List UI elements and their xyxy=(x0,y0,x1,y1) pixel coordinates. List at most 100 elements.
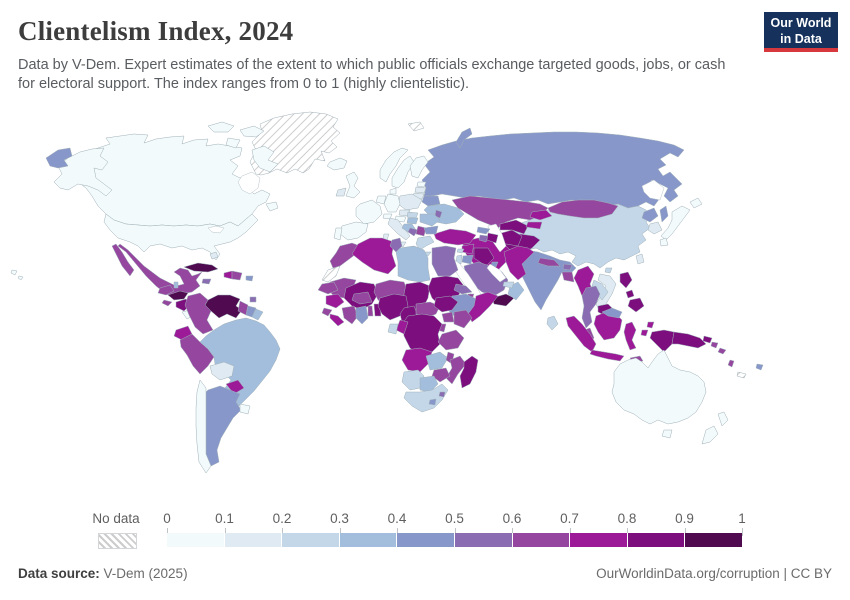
country-malaysia-borneo[interactable] xyxy=(601,307,623,319)
country-norway[interactable] xyxy=(379,147,409,183)
legend-bin-1[interactable] xyxy=(224,533,283,547)
country-zambia[interactable] xyxy=(425,351,449,371)
country-japan-honshu[interactable] xyxy=(660,205,691,241)
country-slovakia[interactable] xyxy=(406,211,419,219)
country-new-caledonia[interactable] xyxy=(736,371,747,379)
country-papua-new-guinea[interactable] xyxy=(671,331,707,349)
country-india[interactable] xyxy=(511,249,577,311)
country-belarus[interactable] xyxy=(421,195,441,207)
country-western-sahara[interactable] xyxy=(321,265,341,283)
country-libya[interactable] xyxy=(395,245,431,283)
legend-bin-8[interactable] xyxy=(627,533,686,547)
country-finland[interactable] xyxy=(409,155,429,179)
country-canada-baffin[interactable] xyxy=(251,145,279,173)
country-solomon-islands2[interactable] xyxy=(717,347,727,355)
country-russia-sakhalin[interactable] xyxy=(659,205,669,223)
country-solomon-islands[interactable] xyxy=(710,341,719,349)
country-iceland[interactable] xyxy=(326,157,348,171)
country-tajikistan[interactable] xyxy=(525,221,543,230)
country-laos[interactable] xyxy=(591,279,609,301)
country-germany[interactable] xyxy=(383,193,401,213)
country-kyrgyzstan[interactable] xyxy=(529,209,553,221)
country-azerbaijan[interactable] xyxy=(486,232,499,244)
country-georgia[interactable] xyxy=(476,226,491,235)
country-bosnia[interactable] xyxy=(407,227,419,237)
country-benelux[interactable] xyxy=(375,195,387,205)
country-portugal[interactable] xyxy=(333,227,343,241)
country-zimbabwe[interactable] xyxy=(431,367,451,383)
country-canada-arctic1[interactable] xyxy=(207,121,235,133)
country-eritrea[interactable] xyxy=(453,283,473,295)
country-senegal[interactable] xyxy=(317,281,339,295)
country-mongolia[interactable] xyxy=(547,199,619,219)
legend-bin-6[interactable] xyxy=(512,533,571,547)
country-hungary[interactable] xyxy=(406,217,419,225)
country-serbia[interactable] xyxy=(415,225,427,237)
country-indonesia-java[interactable] xyxy=(589,349,625,362)
country-eswatini[interactable] xyxy=(438,391,446,398)
country-canada-arctic3[interactable] xyxy=(225,137,241,149)
country-svalbard[interactable] xyxy=(407,121,425,132)
legend-bin-4[interactable] xyxy=(397,533,455,547)
country-pakistan[interactable] xyxy=(503,245,535,281)
country-france[interactable] xyxy=(355,199,383,225)
country-thailand[interactable] xyxy=(581,285,601,329)
country-denmark[interactable] xyxy=(389,187,397,195)
country-nepal[interactable] xyxy=(537,257,561,267)
country-indonesia-maluku[interactable] xyxy=(640,329,649,337)
country-indonesia-sumatra[interactable] xyxy=(565,315,597,353)
country-el-salvador[interactable] xyxy=(161,299,173,307)
country-new-zealand-north[interactable] xyxy=(717,411,729,427)
country-uruguay[interactable] xyxy=(239,403,251,415)
legend-bin-9[interactable] xyxy=(685,533,742,547)
country-bulgaria[interactable] xyxy=(423,225,439,235)
country-tanzania[interactable] xyxy=(437,329,465,351)
country-fiji[interactable] xyxy=(755,363,764,371)
country-philippines-luzon[interactable] xyxy=(619,271,633,289)
country-usa[interactable] xyxy=(103,213,259,261)
country-bahamas[interactable] xyxy=(209,251,219,260)
country-latvia[interactable] xyxy=(414,186,427,194)
country-taiwan[interactable] xyxy=(635,253,645,265)
country-greenland[interactable] xyxy=(249,111,341,176)
country-togo[interactable] xyxy=(367,305,374,317)
country-canada-newfoundland[interactable] xyxy=(265,201,279,212)
country-ghana[interactable] xyxy=(355,305,369,325)
country-haiti[interactable] xyxy=(223,270,233,280)
country-mozambique[interactable] xyxy=(445,355,467,385)
country-morocco[interactable] xyxy=(329,242,361,269)
legend-bin-7[interactable] xyxy=(570,533,628,547)
country-sri-lanka[interactable] xyxy=(546,315,559,331)
country-armenia[interactable] xyxy=(478,234,489,243)
country-gabon[interactable] xyxy=(387,323,399,335)
country-philippines-visayas[interactable] xyxy=(625,289,635,299)
country-vanuatu[interactable] xyxy=(727,359,735,368)
legend-bin-0[interactable] xyxy=(167,533,225,547)
credit-link[interactable]: OurWorldinData.org/corruption | CC BY xyxy=(596,566,832,581)
country-iraq[interactable] xyxy=(473,247,495,267)
country-south-korea[interactable] xyxy=(647,221,663,235)
country-ivory-coast[interactable] xyxy=(341,305,359,325)
country-south-sudan[interactable] xyxy=(433,295,459,313)
country-sierra-leone[interactable] xyxy=(321,307,333,317)
country-indonesia-sulawesi[interactable] xyxy=(623,321,637,351)
country-brazil[interactable] xyxy=(199,317,281,412)
country-botswana[interactable] xyxy=(419,375,439,393)
country-israel[interactable] xyxy=(455,254,463,265)
country-united-kingdom[interactable] xyxy=(345,171,361,199)
country-romania[interactable] xyxy=(419,213,441,227)
country-china-hainan[interactable] xyxy=(604,267,613,274)
country-somalia[interactable] xyxy=(467,291,499,323)
country-angola[interactable] xyxy=(401,347,433,373)
country-french-guiana[interactable] xyxy=(251,308,264,321)
country-lesotho[interactable] xyxy=(428,398,437,406)
legend-bin-3[interactable] xyxy=(339,533,398,547)
country-canada-arctic2[interactable] xyxy=(239,125,265,138)
country-belize[interactable] xyxy=(173,281,179,289)
country-bangladesh[interactable] xyxy=(561,271,575,283)
country-ireland[interactable] xyxy=(335,187,347,197)
country-peru[interactable] xyxy=(179,333,215,375)
country-dominican-republic[interactable] xyxy=(231,270,243,281)
legend-bin-5[interactable] xyxy=(454,533,513,547)
country-madagascar[interactable] xyxy=(459,355,479,389)
